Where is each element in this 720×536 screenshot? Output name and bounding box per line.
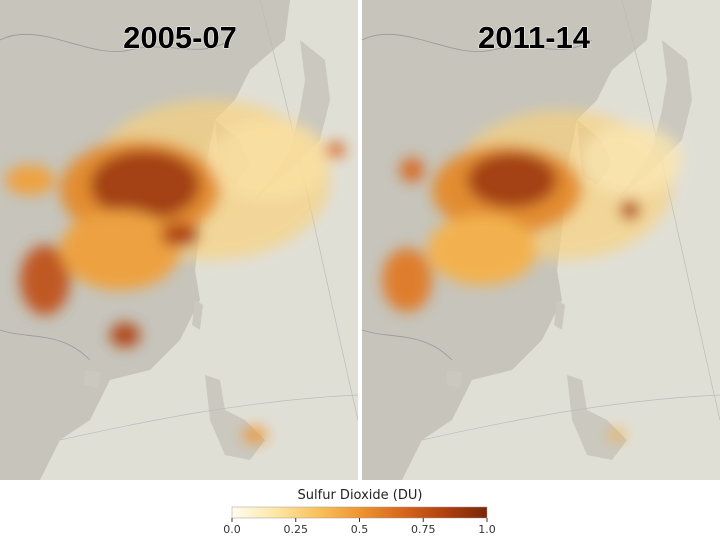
panel-title: 2011-14 bbox=[478, 20, 591, 55]
tick-label: 0.0 bbox=[223, 523, 241, 536]
tick-label: 1.0 bbox=[478, 523, 496, 536]
map-panel: 2005-07 bbox=[0, 0, 358, 480]
colorbar-label: Sulfur Dioxide (DU) bbox=[298, 488, 423, 503]
panel-divider bbox=[358, 0, 362, 480]
colorbar: Sulfur Dioxide (DU) 0.0 0.25 0.5 0.75 1.0 bbox=[223, 488, 496, 536]
panel-title: 2005-07 bbox=[123, 20, 237, 55]
tick-label: 0.25 bbox=[284, 523, 309, 536]
colorbar-scale bbox=[231, 506, 488, 519]
map-panel: 2011-14 bbox=[362, 0, 720, 480]
tick-label: 0.75 bbox=[411, 523, 436, 536]
tick-label: 0.5 bbox=[351, 523, 369, 536]
